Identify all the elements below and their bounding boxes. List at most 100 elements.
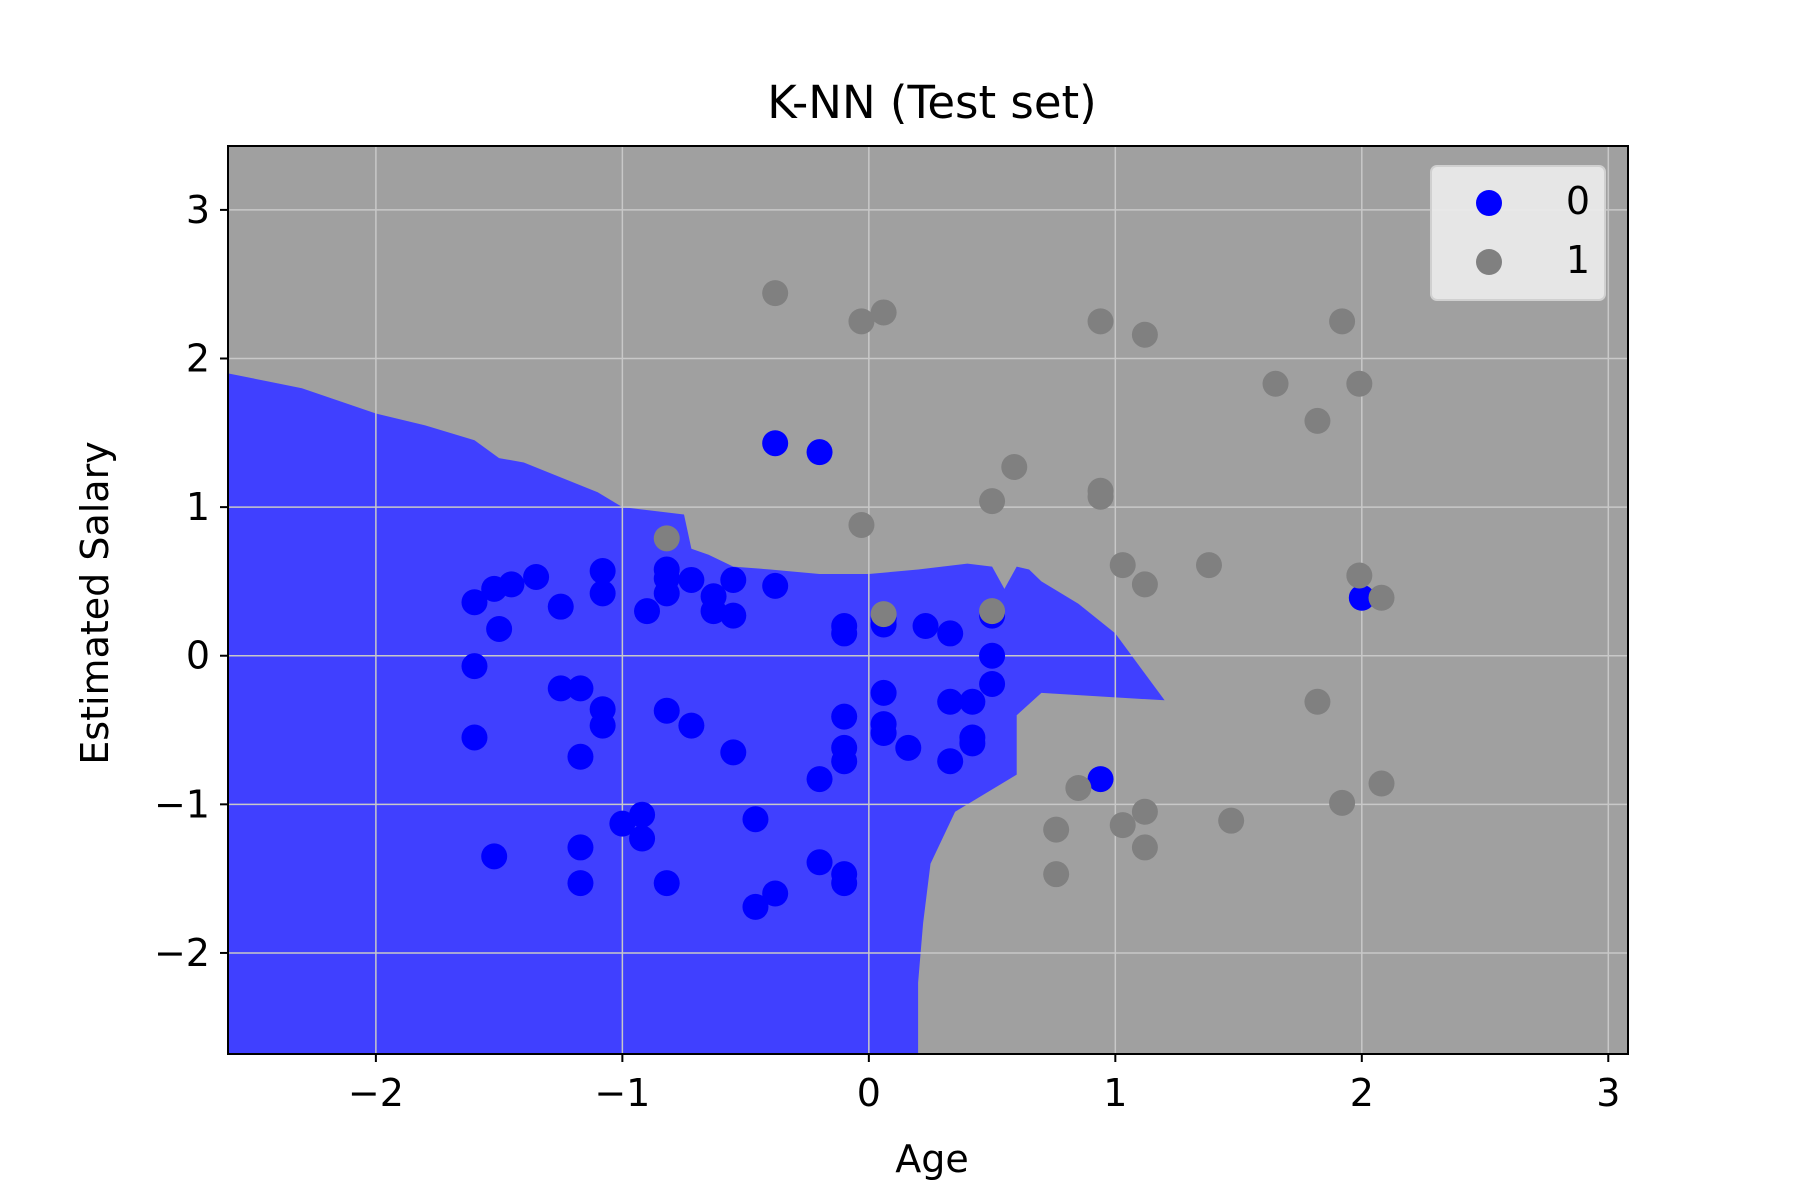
point-class-0 bbox=[589, 580, 616, 607]
point-class-0 bbox=[486, 615, 513, 642]
point-class-1 bbox=[1329, 308, 1356, 335]
point-class-0 bbox=[481, 843, 508, 870]
legend-label-class-1: 1 bbox=[1566, 238, 1590, 282]
point-class-0 bbox=[806, 849, 833, 876]
point-class-0 bbox=[1348, 584, 1375, 611]
legend-box bbox=[1430, 165, 1606, 301]
point-class-0 bbox=[1087, 766, 1114, 793]
point-class-1 bbox=[1087, 483, 1114, 510]
y-axis: −2 −1 0 1 2 3 bbox=[154, 188, 228, 975]
x-tick-label: 3 bbox=[1596, 1071, 1620, 1115]
point-class-1 bbox=[1329, 789, 1356, 816]
point-class-1 bbox=[848, 511, 875, 538]
point-class-1 bbox=[1368, 770, 1395, 797]
point-class-0 bbox=[870, 720, 897, 747]
x-axis-label: Age bbox=[895, 1137, 969, 1181]
point-class-1 bbox=[762, 280, 789, 307]
legend: 0 1 bbox=[1430, 165, 1606, 301]
point-class-0 bbox=[567, 675, 594, 702]
point-class-0 bbox=[678, 566, 705, 593]
point-class-0 bbox=[461, 589, 488, 616]
y-tick-label: 0 bbox=[186, 634, 210, 678]
point-class-0 bbox=[912, 613, 939, 640]
point-class-1 bbox=[1131, 798, 1158, 825]
x-tick-label: 1 bbox=[1103, 1071, 1127, 1115]
point-class-0 bbox=[959, 730, 986, 757]
point-class-0 bbox=[979, 670, 1006, 697]
x-axis: −2 −1 0 1 2 3 bbox=[348, 1054, 1620, 1115]
point-class-1 bbox=[1346, 562, 1373, 589]
point-class-0 bbox=[547, 593, 574, 620]
point-class-0 bbox=[937, 748, 964, 775]
point-class-0 bbox=[831, 620, 858, 647]
point-class-1 bbox=[653, 525, 680, 552]
point-class-1 bbox=[1304, 407, 1331, 434]
x-tick-label: −1 bbox=[594, 1071, 650, 1115]
point-class-1 bbox=[979, 488, 1006, 515]
point-class-0 bbox=[937, 620, 964, 647]
point-class-0 bbox=[720, 739, 747, 766]
x-tick-label: 2 bbox=[1350, 1071, 1374, 1115]
legend-marker-class-0 bbox=[1476, 190, 1502, 216]
point-class-0 bbox=[720, 566, 747, 593]
point-class-1 bbox=[1001, 453, 1028, 480]
point-class-1 bbox=[870, 299, 897, 326]
point-class-0 bbox=[498, 571, 525, 598]
point-class-1 bbox=[848, 308, 875, 335]
legend-label-class-0: 0 bbox=[1566, 179, 1590, 223]
point-class-1 bbox=[979, 598, 1006, 625]
point-class-0 bbox=[567, 834, 594, 861]
point-class-0 bbox=[762, 880, 789, 907]
legend-marker-class-1 bbox=[1476, 249, 1502, 275]
point-class-0 bbox=[720, 602, 747, 629]
point-class-1 bbox=[1109, 552, 1136, 579]
point-class-0 bbox=[959, 688, 986, 715]
point-class-0 bbox=[629, 825, 656, 852]
point-class-1 bbox=[1346, 370, 1373, 397]
point-class-1 bbox=[1195, 552, 1222, 579]
point-class-0 bbox=[806, 439, 833, 466]
point-class-0 bbox=[831, 748, 858, 775]
point-class-1 bbox=[1218, 807, 1245, 834]
point-class-0 bbox=[870, 679, 897, 706]
point-class-0 bbox=[634, 598, 661, 625]
point-class-0 bbox=[762, 572, 789, 599]
points-class-1 bbox=[653, 280, 1395, 888]
y-tick-label: −1 bbox=[154, 782, 210, 826]
point-class-1 bbox=[1109, 812, 1136, 839]
chart-title: K-NN (Test set) bbox=[767, 76, 1096, 129]
point-class-0 bbox=[700, 598, 727, 625]
y-tick-label: −2 bbox=[154, 931, 210, 975]
point-class-1 bbox=[870, 601, 897, 628]
point-class-1 bbox=[1262, 370, 1289, 397]
point-class-0 bbox=[678, 712, 705, 739]
point-class-1 bbox=[1043, 816, 1070, 843]
point-class-0 bbox=[653, 697, 680, 724]
x-tick-label: −2 bbox=[348, 1071, 404, 1115]
point-class-0 bbox=[609, 810, 636, 837]
point-class-1 bbox=[1065, 774, 1092, 801]
point-class-0 bbox=[567, 743, 594, 770]
point-class-0 bbox=[547, 675, 574, 702]
point-class-0 bbox=[742, 893, 769, 920]
point-class-0 bbox=[742, 806, 769, 833]
y-tick-label: 3 bbox=[186, 188, 210, 232]
point-class-0 bbox=[937, 688, 964, 715]
axes-frame bbox=[227, 145, 1629, 1055]
point-class-1 bbox=[1087, 308, 1114, 335]
point-class-0 bbox=[762, 430, 789, 457]
point-class-1 bbox=[1304, 688, 1331, 715]
point-class-1 bbox=[1131, 571, 1158, 598]
y-tick-label: 2 bbox=[186, 337, 210, 381]
point-class-0 bbox=[831, 703, 858, 730]
y-axis-label: Estimated Salary bbox=[73, 441, 117, 764]
point-class-0 bbox=[831, 870, 858, 897]
point-class-0 bbox=[629, 801, 656, 828]
point-class-1 bbox=[1043, 861, 1070, 888]
point-class-0 bbox=[589, 558, 616, 585]
plot-area bbox=[227, 145, 1629, 1055]
point-class-0 bbox=[567, 870, 594, 897]
point-class-0 bbox=[461, 653, 488, 680]
point-class-0 bbox=[806, 766, 833, 793]
